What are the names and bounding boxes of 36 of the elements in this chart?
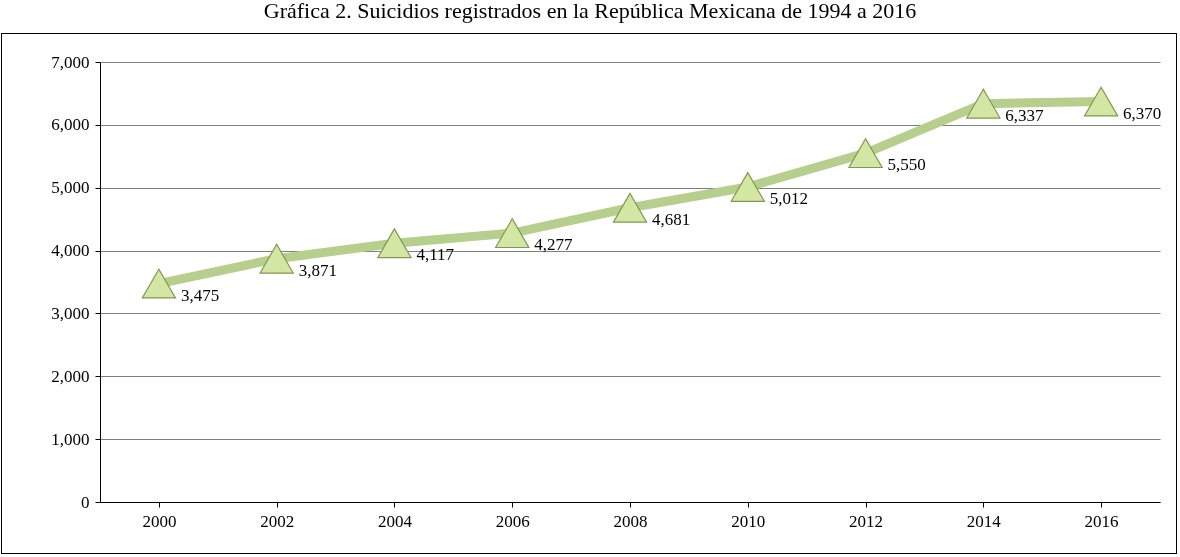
data-label: 4,117 bbox=[416, 245, 455, 265]
y-tick-label: 1,000 bbox=[51, 429, 90, 449]
x-tick-label: 2002 bbox=[260, 511, 295, 531]
x-tick-label: 2004 bbox=[377, 511, 413, 531]
data-label: 4,277 bbox=[534, 235, 573, 255]
point bbox=[612, 192, 648, 223]
y-tick-label: 6,000 bbox=[51, 115, 90, 135]
x-tick-label: 2014 bbox=[966, 511, 1002, 531]
chart-title: Gráfica 2. Suicidios registrados en la República Mexicana de 1994 a 2016 bbox=[263, 0, 917, 23]
y-tick-label: 0 bbox=[81, 492, 90, 512]
data-label: 3,871 bbox=[298, 260, 337, 280]
point bbox=[848, 138, 883, 169]
y-tick-label: 5,000 bbox=[51, 178, 90, 198]
x-tick-label: 2006 bbox=[495, 511, 530, 531]
x-tick-label: 2008 bbox=[613, 511, 648, 531]
point bbox=[730, 172, 765, 202]
x-tick-label: 2000 bbox=[142, 511, 177, 531]
point bbox=[141, 268, 177, 299]
point bbox=[495, 218, 530, 249]
x-tick-label: 2010 bbox=[731, 511, 766, 531]
data-label: 5,550 bbox=[887, 155, 926, 175]
y-tick-label: 4,000 bbox=[51, 241, 90, 261]
data-label: 6,337 bbox=[1005, 105, 1045, 125]
point bbox=[966, 88, 1001, 119]
x-tick-label: 2016 bbox=[1084, 511, 1119, 531]
point bbox=[1083, 86, 1119, 117]
data-label: 4,681 bbox=[652, 209, 691, 229]
point bbox=[259, 243, 294, 274]
point bbox=[377, 228, 412, 259]
y-tick-label: 2,000 bbox=[51, 366, 90, 386]
x-tick-label: 2012 bbox=[849, 511, 884, 531]
y-tick-label: 7,000 bbox=[51, 52, 90, 72]
data-label: 3,475 bbox=[180, 285, 220, 305]
data-label: 6,370 bbox=[1123, 103, 1162, 123]
y-tick-label: 3,000 bbox=[51, 303, 90, 323]
data-label: 5,012 bbox=[769, 188, 809, 208]
